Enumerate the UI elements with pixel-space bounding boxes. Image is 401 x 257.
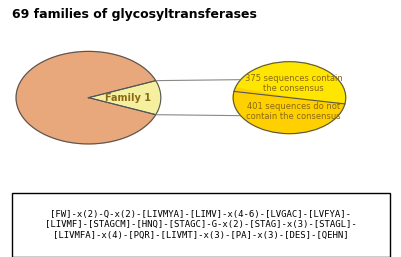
Text: Family 1: Family 1 — [105, 93, 151, 103]
Text: 375 sequences contain
the consensus: 375 sequences contain the consensus — [244, 74, 342, 93]
Text: 401 sequences do not
contain the consensus: 401 sequences do not contain the consens… — [245, 102, 340, 122]
Polygon shape — [16, 51, 155, 144]
Text: 69 families of glycosyltransferases: 69 families of glycosyltransferases — [12, 8, 256, 21]
Text: [FW]-x(2)-Q-x(2)-[LIVMYA]-[LIMV]-x(4-6)-[LVGAC]-[LVFYA]-
[LIVMF]-[STAGCM]-[HNQ]-: [FW]-x(2)-Q-x(2)-[LIVMYA]-[LIMV]-x(4-6)-… — [45, 210, 356, 240]
Polygon shape — [235, 62, 345, 104]
Polygon shape — [233, 88, 344, 134]
Polygon shape — [88, 81, 160, 115]
FancyBboxPatch shape — [12, 193, 389, 257]
